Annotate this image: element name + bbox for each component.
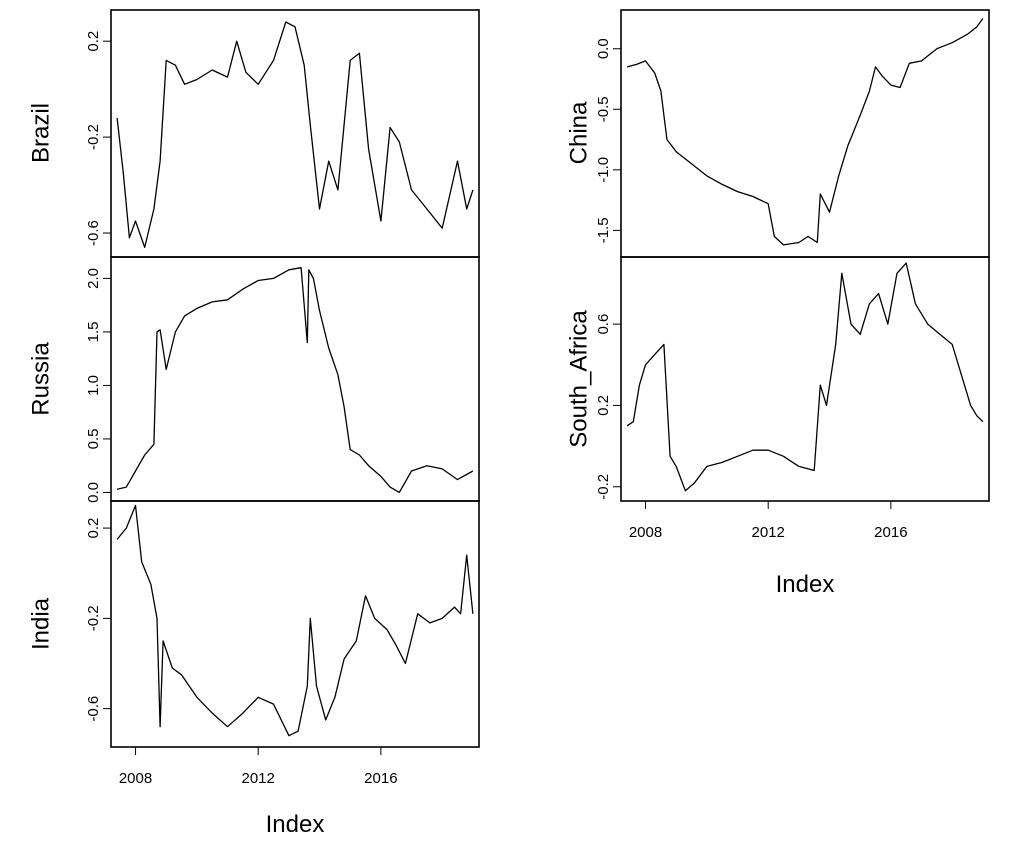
y-tick-label: -0.5 (595, 96, 612, 122)
y-tick-label: -0.2 (85, 124, 102, 150)
x-tick-label: 2008 (119, 770, 152, 787)
panel-russia: 0.0 0.5 1.0 1.5 2.0 Russia (27, 256, 480, 503)
y-axis: 0.0 -0.5 -1.0 -1.5 (595, 38, 621, 243)
y-tick-label: 0.2 (595, 395, 612, 416)
x-axis-label: Index (776, 571, 835, 598)
y-tick-label: 1.5 (85, 321, 102, 342)
x-tick-label: 2016 (874, 524, 907, 541)
x-axis-label: Index (266, 811, 325, 838)
y-tick-label: 0.6 (595, 314, 612, 335)
y-tick-label: 0.0 (85, 482, 102, 503)
y-tick-label: -0.2 (85, 605, 102, 631)
plot-frame (110, 9, 480, 258)
y-axis: -0.2 0.2 0.6 (595, 314, 621, 500)
y-tick-label: -1.5 (595, 217, 612, 243)
y-axis: 0.0 0.5 1.0 1.5 2.0 (85, 268, 111, 503)
series-line-south-africa (626, 262, 984, 492)
y-axis-label: India (27, 597, 54, 650)
y-axis-label: Russia (27, 342, 54, 416)
plot-frame (110, 256, 480, 502)
y-tick-label: 0.2 (85, 31, 102, 52)
y-tick-label: -1.0 (595, 157, 612, 183)
panel-china: 0.0 -0.5 -1.0 -1.5 China (565, 9, 990, 258)
x-axis: 2008 2012 2016 (119, 747, 398, 787)
x-tick-label: 2012 (242, 770, 275, 787)
x-tick-label: 2008 (629, 524, 662, 541)
panel-brazil: 0.2 -0.2 -0.6 Brazil (27, 9, 480, 258)
y-axis-label: Brazil (27, 103, 54, 163)
x-axis: 2008 2012 2016 (629, 501, 908, 541)
y-axis-label: South_Africa (565, 310, 592, 448)
series-line-russia (116, 267, 474, 494)
panel-india: 0.2 -0.2 -0.6 India 2008 2012 2016 Index (27, 500, 480, 838)
y-tick-label: -0.6 (85, 220, 102, 246)
y-tick-label: 2.0 (85, 268, 102, 289)
y-tick-label: 0.2 (85, 518, 102, 539)
series-line-india (116, 504, 474, 737)
x-tick-label: 2016 (364, 770, 397, 787)
y-tick-label: 0.5 (85, 429, 102, 450)
plot-frame (110, 500, 480, 748)
y-axis-label: China (565, 101, 592, 164)
y-tick-label: 1.0 (85, 375, 102, 396)
y-tick-label: 0.0 (595, 38, 612, 59)
series-line-china (626, 18, 984, 246)
plot-frame (620, 9, 990, 258)
y-tick-label: -0.2 (595, 474, 612, 500)
y-axis: 0.2 -0.2 -0.6 (85, 31, 111, 246)
y-axis: 0.2 -0.2 -0.6 (85, 518, 111, 722)
plot-frame (620, 256, 990, 502)
series-line-brazil (116, 21, 474, 249)
x-tick-label: 2012 (752, 524, 785, 541)
y-tick-label: -0.6 (85, 696, 102, 722)
